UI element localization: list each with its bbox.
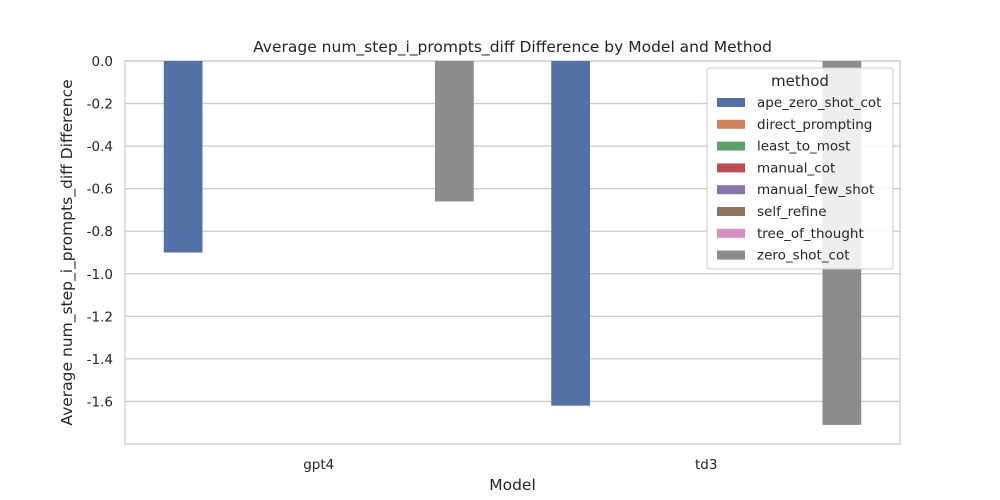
bar-zero-shot-cot-gpt4 [435, 61, 474, 202]
y-tick-label: 0.0 [92, 54, 113, 70]
y-tick-label: -1.2 [87, 309, 113, 325]
y-tick-label: -1.0 [87, 267, 113, 283]
y-axis: 0.0 -0.2 -0.4 -0.6 -0.8 -1.0 -1.2 -1.4 -1.6 [87, 54, 113, 410]
y-tick-label: -0.2 [87, 97, 113, 113]
legend-box [706, 67, 894, 270]
y-tick-label: -1.4 [87, 352, 113, 368]
legend-swatch [717, 163, 745, 173]
legend-swatch [717, 119, 745, 129]
legend-label: manual_cot [757, 160, 835, 176]
x-axis-title: Model [489, 476, 536, 494]
legend-swatch [717, 98, 745, 107]
x-axis: gpt4 td3 [303, 457, 717, 473]
legend-swatch [717, 141, 745, 151]
y-tick-label: -0.6 [87, 182, 113, 198]
legend-label: self_refine [757, 204, 827, 220]
y-tick-label: -1.6 [87, 394, 113, 410]
legend-label: least_to_most [757, 139, 850, 155]
legend-label: manual_few_shot [757, 182, 874, 198]
legend-swatch [717, 228, 745, 238]
bar-ape-zero-shot-cot-gpt4 [163, 61, 203, 253]
y-tick-label: -0.8 [87, 224, 113, 240]
legend-title: method [771, 72, 829, 90]
y-tick-label: -0.4 [87, 139, 113, 155]
legend-label: ape_zero_shot_cot [757, 95, 881, 111]
x-tick-label: gpt4 [303, 457, 334, 473]
y-axis-title: Average num_step_i_prompts_diff Differen… [58, 79, 77, 425]
legend: method ape_zero_shot_cot direct_prompting… [706, 67, 894, 270]
legend-swatch [717, 207, 745, 216]
legend-label: tree_of_thought [757, 226, 864, 242]
legend-label: direct_prompting [757, 117, 872, 133]
x-tick-label: td3 [695, 457, 717, 473]
chart-title: Average num_step_i_prompts_diff Differen… [253, 38, 772, 57]
legend-label: zero_shot_cot [757, 248, 850, 264]
legend-swatch [717, 250, 745, 260]
bar-ape-zero-shot-cot-td3 [551, 61, 590, 406]
legend-swatch [717, 185, 745, 195]
